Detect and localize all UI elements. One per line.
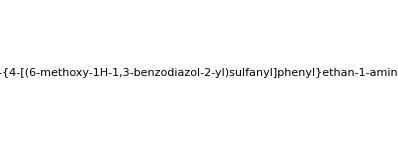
Text: 1-{4-[(6-methoxy-1H-1,3-benzodiazol-2-yl)sulfanyl]phenyl}ethan-1-amine: 1-{4-[(6-methoxy-1H-1,3-benzodiazol-2-yl… bbox=[0, 68, 398, 78]
